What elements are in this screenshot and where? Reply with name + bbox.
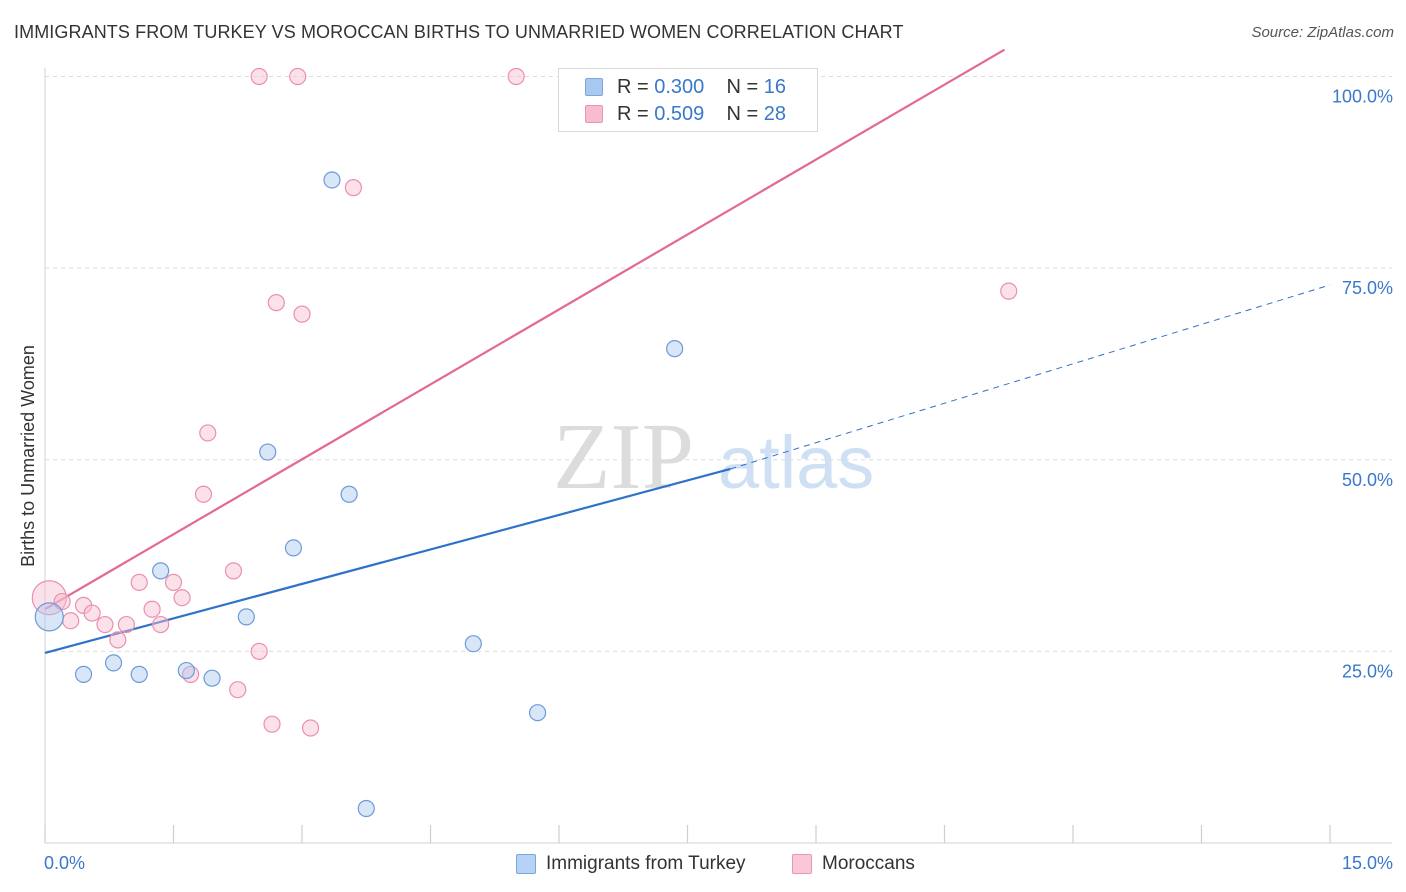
r-value: 0.300 bbox=[654, 75, 705, 98]
trend-line-moroccans bbox=[44, 48, 1006, 611]
grid-lines bbox=[45, 76, 1392, 652]
legend-swatch-moroccans bbox=[792, 854, 812, 874]
source-label: Source: ZipAtlas.com bbox=[1251, 24, 1394, 41]
stats-legend-row-moroccans: R = 0.509 N = 28 bbox=[585, 102, 786, 126]
point-moroccans bbox=[143, 600, 161, 618]
r-label: R = bbox=[617, 75, 649, 98]
point-turkey bbox=[323, 171, 341, 189]
trend-line-turkey-extension bbox=[730, 284, 1331, 470]
legend-label-turkey: Immigrants from Turkey bbox=[546, 853, 746, 874]
point-moroccans bbox=[301, 719, 320, 737]
watermark-zip: ZIP bbox=[553, 405, 694, 509]
bottom-legend-turkey[interactable]: Immigrants from Turkey bbox=[516, 851, 746, 877]
axes bbox=[44, 68, 1392, 844]
point-turkey bbox=[177, 661, 195, 680]
trend-line-turkey bbox=[44, 467, 731, 654]
watermark-atlas: atlas bbox=[718, 421, 874, 504]
point-turkey bbox=[152, 562, 170, 580]
point-turkey bbox=[259, 443, 277, 461]
point-turkey bbox=[104, 654, 123, 672]
stats-legend-row-turkey: R = 0.300 N = 16 bbox=[585, 75, 786, 99]
y-tick-label: 25.0% bbox=[1342, 661, 1393, 681]
chart-title: IMMIGRANTS FROM TURKEY VS MOROCCAN BIRTH… bbox=[14, 22, 904, 42]
point-moroccans bbox=[224, 562, 243, 580]
point-moroccans bbox=[173, 589, 191, 607]
point-moroccans bbox=[194, 485, 213, 503]
point-moroccans bbox=[152, 615, 170, 634]
data-points bbox=[31, 67, 1018, 818]
y-axis-label: Births to Unmarried Women bbox=[18, 345, 38, 567]
point-moroccans bbox=[263, 715, 281, 733]
point-moroccans bbox=[250, 67, 268, 86]
x-tick-label: 0.0% bbox=[44, 853, 85, 873]
point-turkey bbox=[130, 665, 148, 683]
x-tick-label: 15.0% bbox=[1342, 853, 1393, 873]
tick-labels: 25.0% 50.0% 75.0% 100.0% 0.0% 15.0% bbox=[44, 87, 1393, 874]
legend-swatch-turkey bbox=[516, 854, 536, 874]
point-turkey bbox=[284, 539, 303, 557]
point-moroccans bbox=[109, 631, 127, 649]
trend-lines bbox=[44, 48, 1331, 654]
point-moroccans bbox=[250, 642, 268, 660]
legend-label-moroccans: Moroccans bbox=[822, 853, 915, 874]
point-moroccans bbox=[289, 67, 307, 86]
legend-swatch-moroccans bbox=[585, 105, 603, 123]
point-moroccans bbox=[507, 67, 525, 86]
point-moroccans bbox=[293, 305, 311, 323]
stats-legend: R = 0.300 N = 16 R = 0.509 N = 28 bbox=[558, 68, 818, 132]
n-label: N = bbox=[726, 102, 759, 125]
point-moroccans bbox=[130, 573, 148, 591]
point-moroccans bbox=[229, 681, 247, 699]
point-turkey bbox=[528, 704, 547, 722]
point-turkey bbox=[666, 340, 684, 358]
point-turkey bbox=[340, 485, 358, 503]
point-turkey bbox=[237, 608, 255, 626]
point-turkey bbox=[34, 602, 64, 632]
n-value: 28 bbox=[763, 102, 787, 125]
legend-swatch-turkey bbox=[585, 78, 603, 96]
point-moroccans bbox=[164, 573, 183, 591]
bottom-legend-moroccans[interactable]: Moroccans bbox=[792, 851, 915, 877]
y-tick-label: 50.0% bbox=[1342, 470, 1393, 490]
point-turkey bbox=[74, 665, 93, 683]
point-moroccans bbox=[62, 612, 80, 630]
point-turkey bbox=[203, 669, 221, 687]
r-value: 0.509 bbox=[654, 102, 705, 125]
n-value: 16 bbox=[763, 75, 787, 98]
point-moroccans bbox=[83, 604, 101, 622]
y-tick-label: 100.0% bbox=[1332, 87, 1393, 107]
point-moroccans bbox=[344, 179, 362, 197]
watermark: ZIP atlas bbox=[553, 405, 874, 509]
point-turkey bbox=[357, 799, 375, 818]
point-moroccans bbox=[267, 294, 285, 312]
point-moroccans bbox=[1000, 282, 1018, 300]
r-label: R = bbox=[617, 102, 649, 125]
y-tick-label: 75.0% bbox=[1342, 278, 1393, 298]
point-moroccans bbox=[117, 615, 135, 634]
point-moroccans bbox=[199, 424, 217, 442]
n-label: N = bbox=[726, 75, 759, 98]
point-moroccans bbox=[96, 615, 114, 634]
point-turkey bbox=[464, 635, 482, 653]
